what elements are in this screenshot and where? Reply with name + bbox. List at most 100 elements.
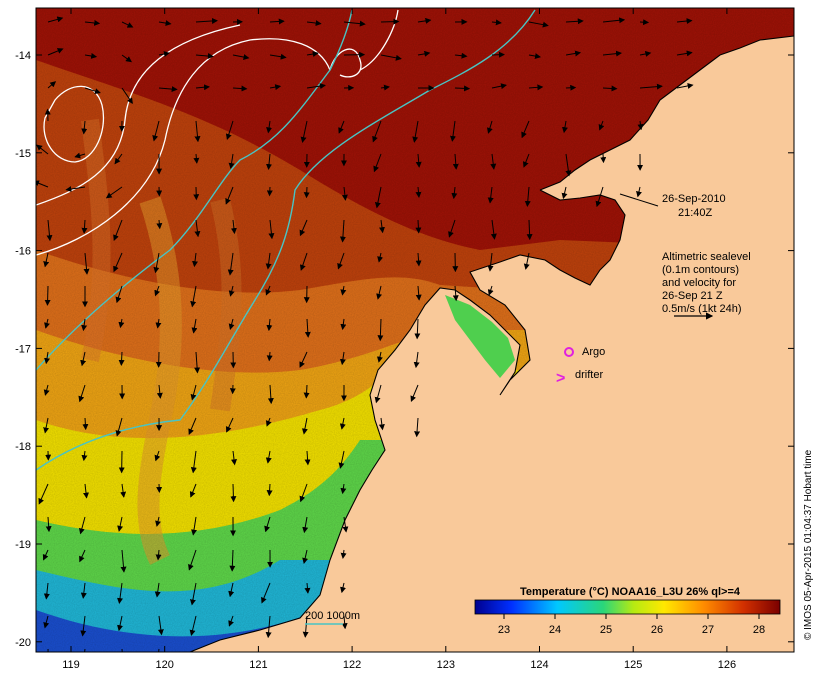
- velocity-arrow: [602, 85, 618, 92]
- velocity-arrow: [156, 219, 163, 230]
- velocity-arrow: [487, 186, 494, 204]
- timestamp-date: 26-Sep-2010: [662, 193, 726, 205]
- velocity-arrow: [340, 285, 347, 296]
- isobaths: [36, 9, 536, 471]
- velocity-arrow: [266, 318, 273, 332]
- velocity-arrow: [340, 549, 347, 559]
- velocity-arrow: [450, 120, 456, 142]
- lat-tick-label: -15: [15, 148, 31, 160]
- velocity-arrow: [120, 483, 127, 498]
- velocity-arrow: [598, 120, 605, 131]
- lon-tick-label: 123: [437, 659, 455, 671]
- altimetry-note-line: (0.1m contours): [662, 264, 739, 276]
- velocity-arrow: [43, 582, 50, 600]
- colorbar-tick-label: 28: [753, 624, 765, 636]
- velocity-arrow: [78, 384, 86, 403]
- velocity-arrow: [639, 19, 650, 26]
- velocity-arrow: [299, 483, 308, 503]
- velocity-arrow: [157, 615, 164, 636]
- lon-tick-label: 122: [343, 659, 361, 671]
- colorbar-tick-label: 23: [498, 624, 510, 636]
- velocity-arrow: [154, 450, 161, 462]
- velocity-arrow: [339, 417, 346, 430]
- velocity-arrows: [36, 16, 694, 652]
- velocity-arrow: [45, 516, 52, 533]
- velocity-arrow: [154, 582, 161, 598]
- velocity-arrow: [265, 285, 272, 296]
- velocity-arrow: [227, 252, 234, 276]
- velocity-arrow: [338, 450, 345, 469]
- velocity-arrow: [302, 615, 309, 638]
- sealevel-contour: [359, 9, 399, 71]
- velocity-arrow: [676, 18, 693, 25]
- velocity-arrow: [79, 549, 86, 563]
- velocity-arrow: [193, 153, 200, 164]
- velocity-arrow: [84, 648, 86, 652]
- velocity-arrow: [486, 120, 493, 134]
- velocity-arrow: [380, 54, 402, 61]
- velocity-arrow: [343, 20, 366, 27]
- velocity-arrow: [600, 153, 607, 164]
- lon-tick-label: 124: [530, 659, 548, 671]
- velocity-arrow: [676, 83, 694, 89]
- velocity-arrow: [83, 483, 89, 499]
- velocity-arrow: [156, 384, 163, 399]
- velocity-arrow: [81, 318, 88, 332]
- velocity-arrow: [302, 516, 309, 534]
- velocity-arrow: [121, 21, 134, 28]
- velocity-arrow: [490, 219, 497, 240]
- lon-tick-label: 125: [624, 659, 642, 671]
- velocity-arrow: [46, 219, 53, 242]
- isobath-200m: [36, 9, 536, 471]
- lat-tick-label: -17: [15, 343, 31, 355]
- velocity-arrow: [602, 17, 626, 24]
- velocity-arrow: [152, 120, 160, 142]
- velocity-arrow: [338, 120, 345, 134]
- lat-tick-label: -19: [15, 539, 31, 551]
- velocity-arrow: [304, 582, 311, 594]
- velocity-arrow: [261, 582, 271, 604]
- velocity-arrow: [225, 186, 234, 205]
- latitude-axis: -14 -15 -16 -17 -18 -19 -20: [15, 50, 794, 649]
- velocity-arrow: [639, 50, 652, 57]
- velocity-arrow: [113, 219, 123, 242]
- velocity-arrow: [637, 120, 644, 131]
- velocity-arrow: [74, 152, 86, 159]
- isobath-legend-label: 200 1000m: [305, 610, 360, 622]
- velocity-arrow: [228, 582, 235, 598]
- velocity-arrow: [561, 120, 568, 134]
- lon-tick-label: 126: [718, 659, 736, 671]
- velocity-arrow: [523, 252, 530, 270]
- velocity-arrow: [417, 50, 431, 57]
- velocity-arrow: [228, 615, 234, 627]
- velocity-arrow: [339, 351, 346, 366]
- velocity-arrow: [190, 450, 197, 474]
- lat-tick-label: -14: [15, 50, 31, 62]
- drifter-marker: >: [556, 370, 565, 387]
- velocity-arrow: [80, 582, 87, 599]
- velocity-arrow: [528, 53, 542, 60]
- argo-marker: [564, 347, 574, 357]
- velocity-arrow: [491, 19, 502, 26]
- velocity-arrow: [228, 153, 235, 170]
- velocity-arrow: [490, 153, 497, 170]
- velocity-arrow: [299, 351, 308, 368]
- isobath-1000m: [36, 9, 353, 371]
- velocity-arrow: [78, 516, 86, 535]
- timestamp-leader: [619, 193, 659, 207]
- velocity-arrow: [487, 252, 494, 272]
- velocity-arrow: [43, 252, 50, 268]
- velocity-arrow: [225, 417, 234, 433]
- velocity-arrow: [47, 16, 64, 23]
- velocity-arrow: [377, 318, 384, 342]
- velocity-arrow: [114, 153, 123, 165]
- velocity-arrow: [65, 186, 86, 193]
- velocity-arrow: [43, 384, 50, 396]
- velocity-arrow: [80, 351, 87, 367]
- velocity-arrow: [232, 85, 248, 92]
- velocity-arrow: [117, 516, 124, 532]
- velocity-arrow: [269, 18, 285, 25]
- velocity-arrow: [155, 516, 161, 527]
- colorbar-tick-label: 26: [651, 624, 663, 636]
- velocity-arrow: [526, 219, 533, 241]
